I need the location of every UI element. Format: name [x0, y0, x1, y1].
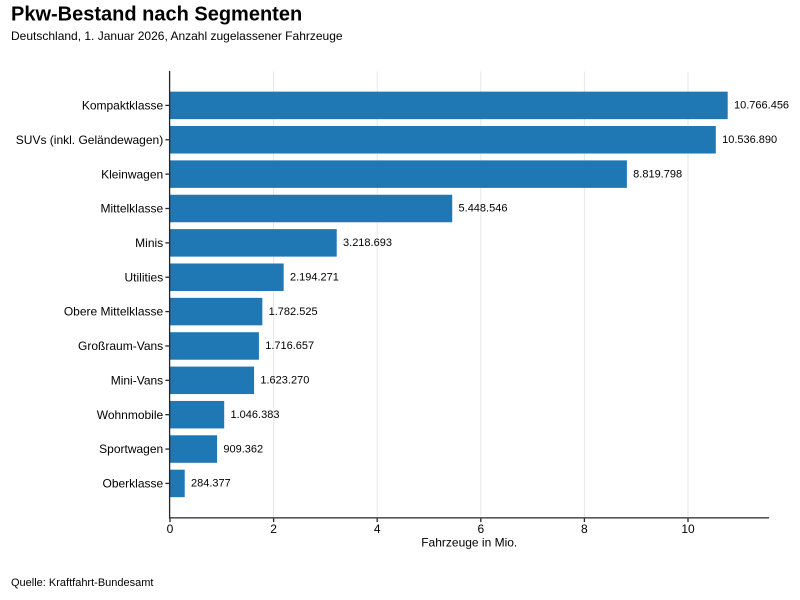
svg-text:Mittelklasse: Mittelklasse — [101, 202, 164, 216]
svg-text:4: 4 — [374, 522, 381, 536]
svg-text:Pkw-Bestand nach Segmenten: Pkw-Bestand nach Segmenten — [11, 4, 302, 26]
svg-text:5.448.546: 5.448.546 — [459, 203, 508, 215]
svg-text:3.218.693: 3.218.693 — [343, 237, 392, 249]
svg-text:Sportwagen: Sportwagen — [99, 442, 163, 456]
svg-text:Oberklasse: Oberklasse — [102, 477, 163, 491]
svg-text:6: 6 — [477, 522, 484, 536]
svg-text:Fahrzeuge in Mio.: Fahrzeuge in Mio. — [421, 535, 517, 549]
svg-text:2: 2 — [270, 522, 277, 536]
svg-text:1.623.270: 1.623.270 — [260, 375, 309, 387]
svg-text:284.377: 284.377 — [191, 478, 231, 490]
svg-text:1.782.525: 1.782.525 — [269, 306, 318, 318]
svg-text:Obere Mittelklasse: Obere Mittelklasse — [64, 305, 164, 319]
svg-text:Minis: Minis — [135, 236, 163, 250]
svg-text:Wohnmobile: Wohnmobile — [97, 408, 164, 422]
svg-text:8.819.798: 8.819.798 — [633, 168, 682, 180]
svg-text:Utilities: Utilities — [125, 270, 164, 284]
svg-text:1.046.383: 1.046.383 — [231, 409, 280, 421]
svg-text:SUVs (inkl. Geländewagen): SUVs (inkl. Geländewagen) — [16, 133, 163, 147]
svg-text:10.536.890: 10.536.890 — [722, 134, 777, 146]
svg-text:8: 8 — [581, 522, 588, 536]
svg-text:10.766.456: 10.766.456 — [734, 100, 789, 112]
svg-text:Großraum-Vans: Großraum-Vans — [78, 339, 163, 353]
svg-text:0: 0 — [167, 522, 174, 536]
svg-text:Kompaktklasse: Kompaktklasse — [82, 99, 164, 113]
svg-text:Mini-Vans: Mini-Vans — [111, 373, 163, 387]
svg-text:Kleinwagen: Kleinwagen — [101, 167, 163, 181]
svg-text:1.716.657: 1.716.657 — [265, 340, 314, 352]
svg-text:10: 10 — [681, 522, 695, 536]
svg-text:2.194.271: 2.194.271 — [290, 271, 339, 283]
svg-text:Deutschland, 1. Januar 2026, A: Deutschland, 1. Januar 2026, Anzahl zuge… — [11, 29, 343, 43]
svg-text:909.362: 909.362 — [223, 443, 263, 455]
svg-text:Quelle: Kraftfahrt-Bundesamt: Quelle: Kraftfahrt-Bundesamt — [11, 577, 153, 589]
